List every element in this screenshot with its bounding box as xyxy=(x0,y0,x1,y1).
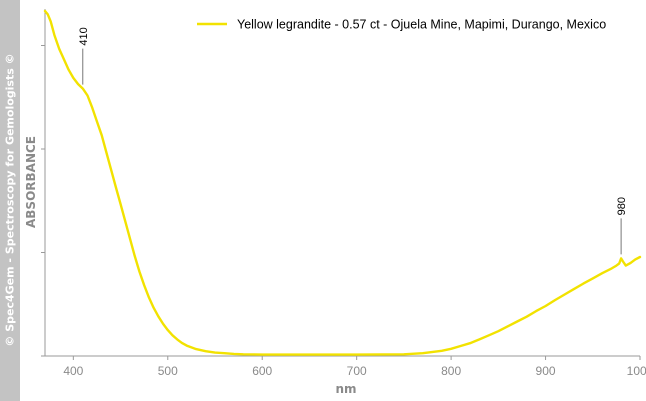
chart-annotations: 410 980 xyxy=(78,27,628,255)
series-line xyxy=(43,9,642,356)
annotation-label: 980 xyxy=(616,197,628,215)
x-axis-title: nm xyxy=(335,382,356,396)
x-tick-label: 600 xyxy=(252,364,272,378)
legend: Yellow legrandite - 0.57 ct - Ojuela Min… xyxy=(197,18,606,32)
legend-label: Yellow legrandite - 0.57 ct - Ojuela Min… xyxy=(237,18,606,32)
copyright-banner: © Spec4Gem - Spectroscopy for Gemologist… xyxy=(0,0,20,401)
x-tick-label: 400 xyxy=(63,364,83,378)
x-tick-label: 700 xyxy=(347,364,367,378)
y-axis-title: ABSORBANCE xyxy=(24,136,38,228)
x-tick-label: 800 xyxy=(441,364,461,378)
chart-axes: 400 500 600 700 800 900 1000 xyxy=(41,9,646,378)
x-tick-label: 500 xyxy=(158,364,178,378)
x-tick-label: 900 xyxy=(536,364,556,378)
x-tick-label: 1000 xyxy=(627,364,646,378)
annotation-label: 410 xyxy=(78,27,90,45)
